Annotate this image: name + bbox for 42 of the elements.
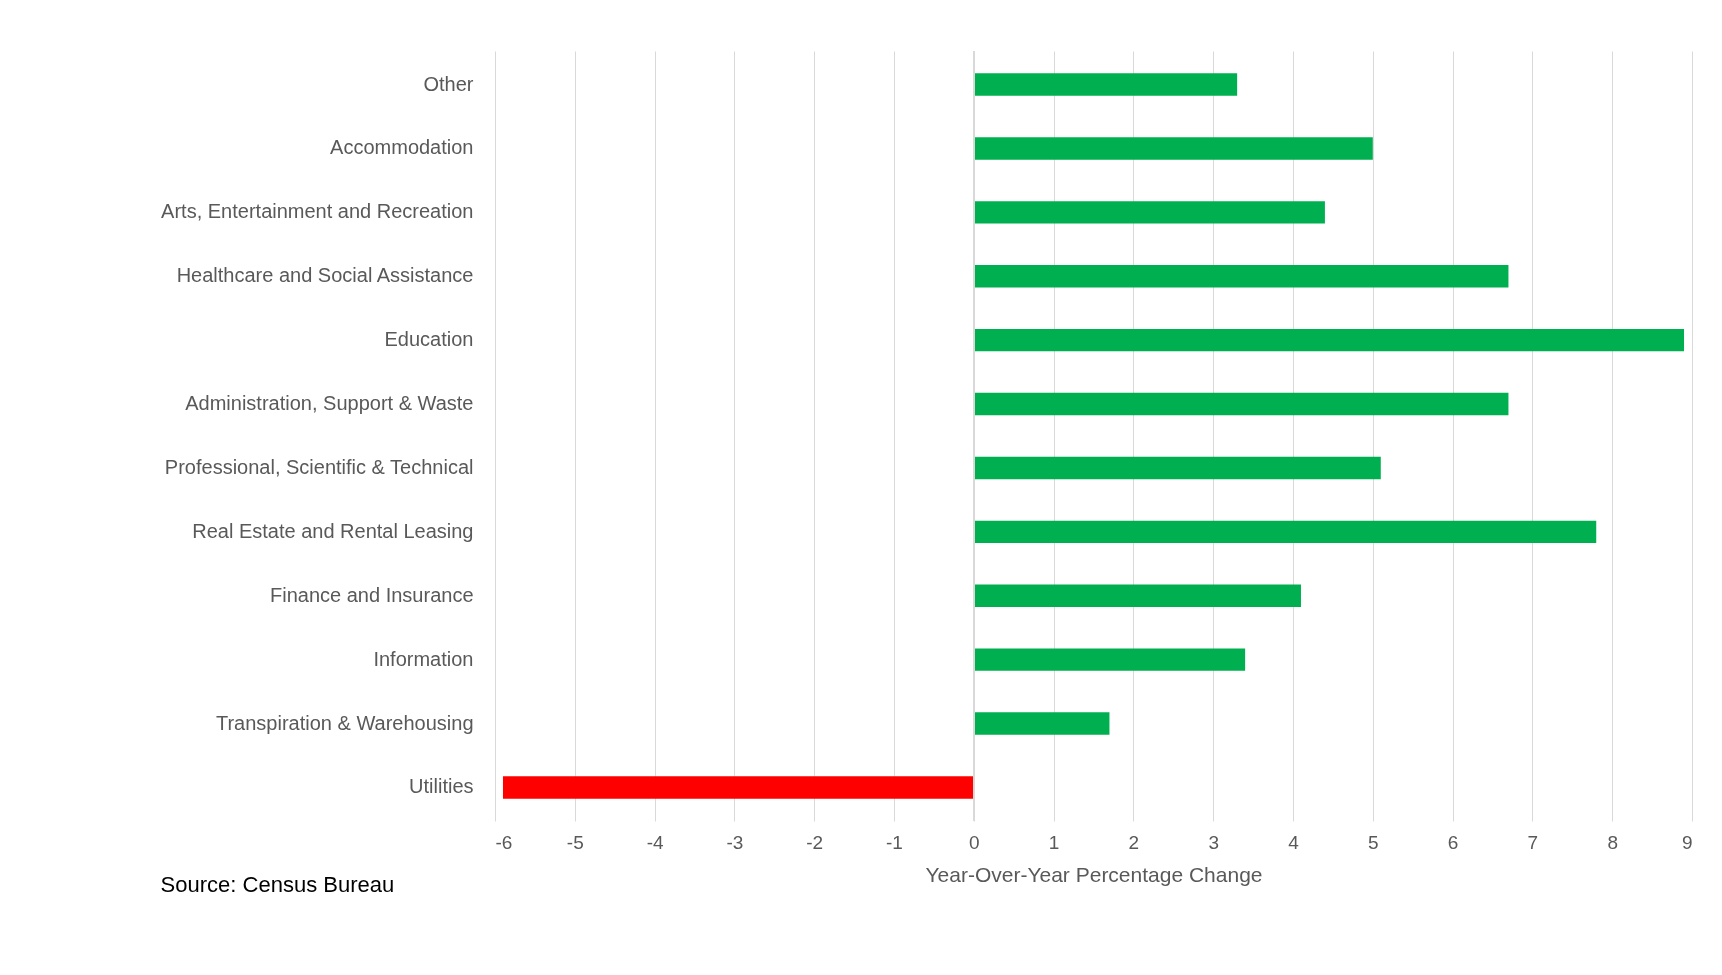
source-note: Source: Census Bureau	[160, 872, 395, 897]
y-tick-label: Other	[423, 72, 474, 95]
bar	[973, 201, 1325, 224]
x-tick-label: -3	[726, 831, 744, 853]
x-tick-label: 2	[1128, 831, 1140, 853]
bar	[973, 265, 1509, 288]
bar	[973, 456, 1381, 480]
x-tick-label: 9	[1681, 831, 1693, 853]
x-tick-label: -6	[495, 831, 513, 853]
x-axis-title: Year-Over-Year Percentage Change	[925, 862, 1263, 886]
y-tick-label: Education	[384, 328, 474, 351]
y-tick-label: Real Estate and Rental Leasing	[192, 519, 474, 542]
y-tick-label: Administration, Support & Waste	[185, 392, 474, 415]
x-tick-label: -4	[646, 831, 664, 853]
bar	[973, 73, 1238, 96]
y-tick-label: Finance and Insurance	[270, 583, 474, 606]
x-tick-label: 3	[1208, 831, 1219, 853]
bar	[973, 712, 1110, 735]
y-tick-label: Professional, Scientific & Technical	[164, 455, 474, 478]
x-tick-label: 0	[969, 831, 980, 853]
x-tick-label: -5	[566, 831, 584, 853]
bar	[973, 520, 1597, 544]
y-tick-label: Information	[373, 647, 474, 670]
x-tick-label: 8	[1607, 831, 1618, 853]
x-tick-label: -2	[806, 831, 824, 853]
y-tick-label: Transpiration & Warehousing	[215, 711, 474, 734]
x-tick-label: -1	[886, 831, 903, 853]
y-tick-label: Accommodation	[330, 136, 474, 159]
y-tick-label: Healthcare and Social Assistance	[176, 264, 474, 287]
x-tick-label: 7	[1527, 831, 1539, 853]
bar	[973, 584, 1301, 607]
x-tick-label: 5	[1368, 831, 1379, 853]
x-tick-label: 1	[1048, 831, 1060, 853]
y-tick-label: Arts, Entertainment and Recreation	[161, 200, 474, 223]
y-tick-label: Utilities	[409, 775, 474, 798]
bar	[973, 392, 1509, 416]
x-tick-label: 4	[1288, 831, 1300, 853]
bar	[973, 648, 1246, 671]
bar	[973, 328, 1685, 352]
bar	[973, 137, 1373, 160]
x-tick-label: 6	[1447, 831, 1459, 853]
bar	[502, 776, 974, 799]
